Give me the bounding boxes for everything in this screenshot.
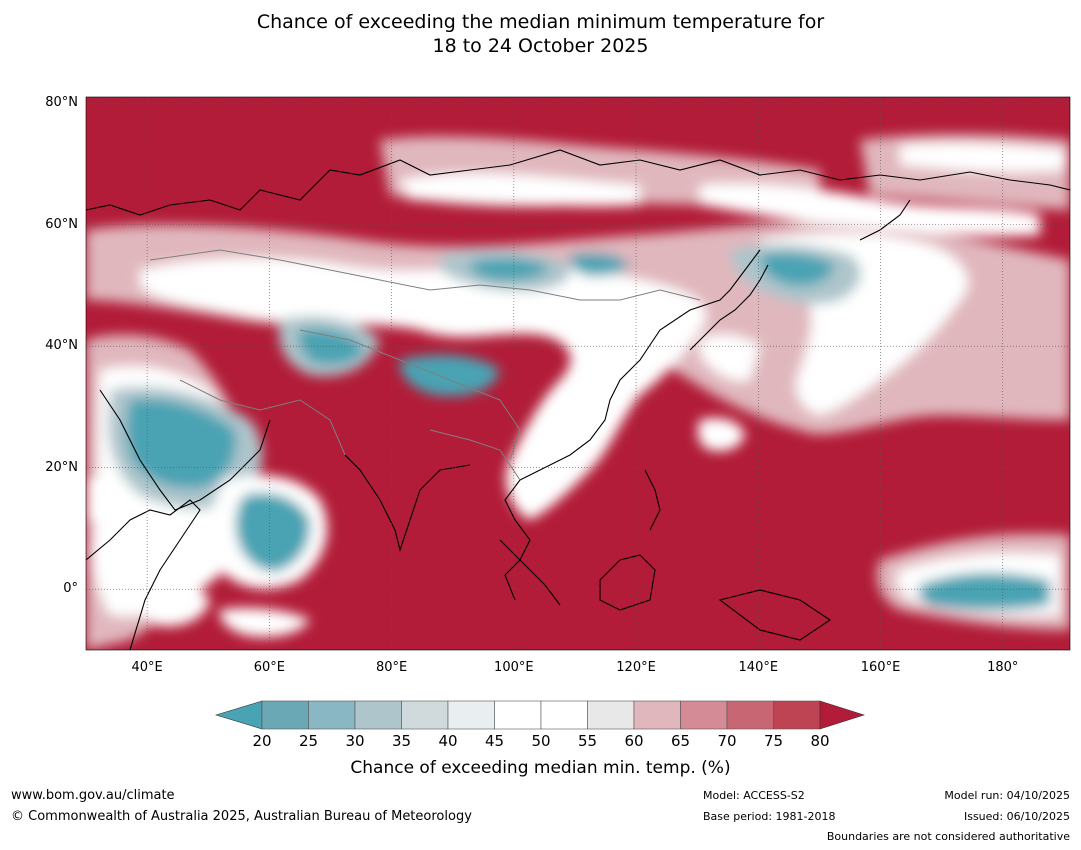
- field-patch-teal: [918, 573, 1050, 611]
- colorbar-cell: [354, 700, 402, 730]
- colorbar-cell: [587, 700, 635, 730]
- lon-label: 80°E: [375, 660, 408, 675]
- field-patch-white: [219, 608, 310, 637]
- colorbar-cell: [633, 700, 681, 730]
- field-patch-teal: [235, 492, 311, 572]
- colorbar-tick-label: 40: [438, 732, 458, 750]
- colorbar-label: Chance of exceeding median min. temp. (%…: [350, 758, 731, 778]
- colorbar-tick-label: 80: [810, 732, 830, 750]
- field-patch-white: [700, 183, 1040, 237]
- field-patch-white: [700, 334, 760, 381]
- colorbar-tick-label: 55: [577, 732, 598, 750]
- map-title: Chance of exceeding the median minimum t…: [0, 10, 1081, 58]
- colorbar-tick-label: 25: [298, 732, 319, 750]
- field-patch-white: [138, 578, 210, 627]
- probability-field: [86, 97, 1070, 650]
- colorbar-extend-low: [214, 700, 263, 730]
- colorbar-cell: [726, 700, 774, 730]
- colorbar-tick-label: 75: [763, 732, 784, 750]
- field-patch-teal: [760, 253, 835, 286]
- colorbar-tick-label: 50: [531, 732, 551, 750]
- border-3: [179, 379, 346, 456]
- field-patch-white: [400, 173, 640, 207]
- colorbar-cell: [308, 700, 356, 730]
- coastline-indochina: [504, 479, 531, 601]
- lon-label: 180°: [987, 660, 1019, 675]
- map-frame: [85, 96, 1071, 651]
- coastline-kamchatka: [859, 199, 911, 241]
- lat-label: 80°N: [45, 95, 78, 111]
- footer-url[interactable]: www.bom.gov.au/climate: [11, 788, 175, 803]
- coastlines: [86, 149, 1070, 650]
- colorbar-cell: [447, 700, 495, 730]
- coastline-china-east: [519, 249, 761, 481]
- border-2: [299, 329, 521, 461]
- graticule: [86, 97, 1070, 650]
- colorbar-tick-label: 65: [670, 732, 691, 750]
- colorbar-cell: [540, 700, 588, 730]
- lon-label: 40°E: [131, 660, 163, 675]
- coastline-borneo: [599, 554, 656, 611]
- title-line-1: Chance of exceeding the median minimum t…: [256, 11, 825, 33]
- coastline-sumatra: [499, 539, 561, 606]
- lat-label: 0°: [63, 581, 78, 597]
- field-patches: [86, 134, 1070, 650]
- colorbar-cell: [494, 700, 542, 730]
- coastline-new-guinea: [718, 589, 831, 641]
- field-patch-teal: [569, 253, 630, 277]
- field-patch-teal: [298, 328, 365, 365]
- footer-copyright: © Commonwealth of Australia 2025, Austra…: [11, 809, 472, 824]
- colorbar-tick-label: 60: [624, 732, 644, 750]
- coastline-india: [344, 454, 471, 552]
- footer-issued: Issued: 06/10/2025: [963, 810, 1070, 823]
- border-4: [429, 429, 521, 481]
- footer-base-period: Base period: 1981-2018: [703, 810, 836, 823]
- colorbar-extend-high: [819, 700, 865, 730]
- colorbar-cell: [261, 700, 309, 730]
- field-patch-white: [697, 418, 745, 452]
- lat-label: 20°N: [45, 459, 78, 475]
- coastline-philippines: [644, 469, 661, 531]
- colorbar-tick-label: 30: [345, 732, 365, 750]
- lon-label: 160°E: [860, 660, 901, 675]
- lon-label: 120°E: [616, 660, 656, 675]
- field-patch-white: [140, 258, 707, 520]
- field-patch-teal: [126, 399, 236, 489]
- footer-model-run: Model run: 04/10/2025: [944, 789, 1070, 802]
- colorbar-tick-label: 45: [484, 732, 505, 750]
- coastline-japan: [689, 264, 769, 351]
- field-patch-white: [86, 476, 135, 522]
- coastline-asia: [86, 149, 1070, 216]
- colorbar-cell: [401, 700, 449, 730]
- border-1: [149, 249, 701, 301]
- footer-disclaimer: Boundaries are not considered authoritat…: [826, 830, 1070, 843]
- field-patch-teal: [469, 258, 550, 281]
- coastline-arabia: [99, 389, 271, 511]
- colorbar-cells: [214, 700, 865, 730]
- lon-label: 140°E: [738, 660, 779, 675]
- colorbar-tick-label: 35: [391, 732, 412, 750]
- field-patch-white: [900, 142, 1065, 173]
- lon-label: 100°E: [494, 660, 534, 675]
- lon-label: 60°E: [253, 660, 285, 675]
- country-borders: [149, 249, 701, 481]
- colorbar-cell: [680, 700, 728, 730]
- lat-label: 60°N: [45, 216, 78, 232]
- title-line-2: 18 to 24 October 2025: [432, 35, 649, 57]
- colorbar-cell: [773, 700, 821, 730]
- colorbar-tick-label: 70: [717, 732, 737, 750]
- colorbar-tick-label: 20: [252, 732, 272, 750]
- coastline-africa-east: [86, 499, 201, 650]
- footer-model: Model: ACCESS-S2: [703, 789, 805, 802]
- field-patch-teal: [399, 354, 500, 397]
- lat-label: 40°N: [45, 338, 78, 354]
